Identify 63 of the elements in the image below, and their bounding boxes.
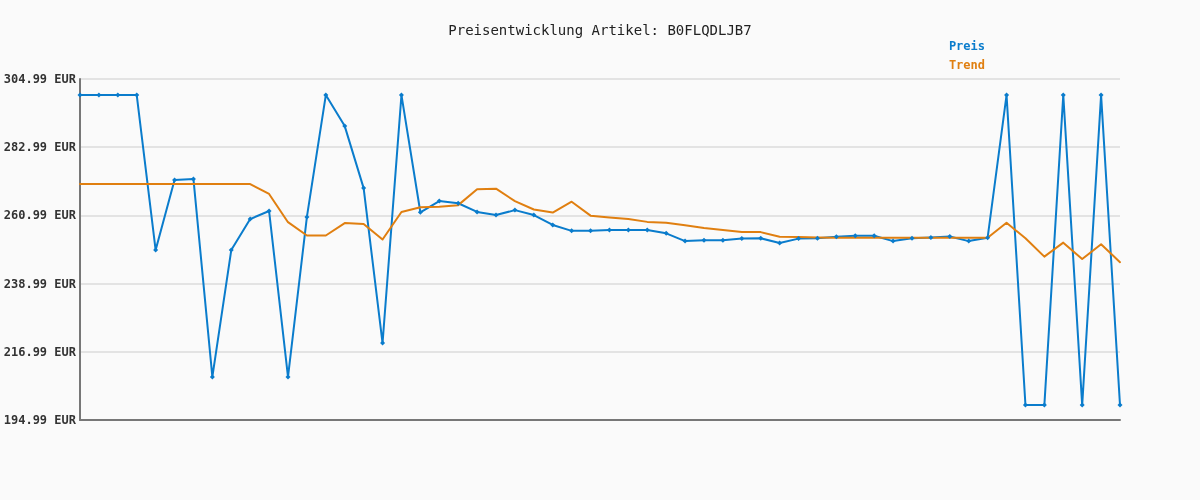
point bbox=[606, 227, 612, 233]
point bbox=[985, 235, 991, 241]
point bbox=[266, 208, 272, 214]
point bbox=[1022, 402, 1028, 408]
point bbox=[871, 233, 877, 239]
point bbox=[228, 247, 234, 253]
point bbox=[644, 227, 650, 233]
point bbox=[304, 214, 310, 220]
point bbox=[720, 237, 726, 243]
point bbox=[512, 207, 518, 213]
point bbox=[550, 222, 556, 228]
point bbox=[417, 209, 423, 215]
y-tick-label: 282.99 EUR bbox=[3, 140, 77, 155]
chart-title: Preisentwicklung Artikel: B0FLQDLJB7 bbox=[448, 22, 752, 38]
y-tick-label: 216.99 EUR bbox=[3, 344, 77, 359]
point bbox=[1098, 92, 1104, 98]
point bbox=[739, 236, 745, 242]
point bbox=[190, 176, 196, 182]
point bbox=[134, 92, 140, 98]
point bbox=[758, 235, 764, 241]
point bbox=[663, 230, 669, 236]
point bbox=[361, 185, 367, 191]
point bbox=[96, 92, 102, 98]
point bbox=[285, 374, 291, 380]
point bbox=[323, 92, 329, 98]
point bbox=[833, 234, 839, 240]
point bbox=[77, 92, 83, 98]
point bbox=[909, 235, 915, 241]
point bbox=[1004, 92, 1010, 98]
point bbox=[796, 236, 802, 242]
point bbox=[682, 238, 688, 244]
point bbox=[455, 200, 461, 206]
point bbox=[153, 247, 159, 253]
point bbox=[588, 228, 594, 234]
text: Trend bbox=[948, 58, 985, 72]
point bbox=[1117, 402, 1123, 408]
point bbox=[966, 238, 972, 244]
point bbox=[398, 92, 404, 98]
point bbox=[247, 216, 253, 222]
point bbox=[172, 177, 178, 183]
point bbox=[890, 238, 896, 244]
y-tick-label: 304.99 EUR bbox=[3, 72, 77, 86]
text: Preis bbox=[948, 39, 985, 53]
point bbox=[701, 237, 707, 243]
point bbox=[1060, 92, 1066, 98]
point bbox=[852, 233, 858, 239]
point bbox=[814, 235, 820, 241]
point bbox=[342, 123, 348, 129]
point bbox=[531, 212, 537, 218]
y-tick-label: 260.99 EUR bbox=[3, 208, 77, 223]
point bbox=[777, 240, 783, 246]
point bbox=[493, 212, 499, 218]
point bbox=[474, 209, 480, 215]
point bbox=[209, 374, 215, 380]
point bbox=[115, 92, 121, 98]
point bbox=[380, 340, 386, 346]
y-tick-label: 238.99 EUR bbox=[3, 276, 77, 291]
point bbox=[436, 198, 442, 204]
y-tick-label: 194.99 EUR bbox=[3, 413, 77, 427]
point bbox=[569, 228, 575, 234]
point bbox=[1079, 402, 1085, 408]
point bbox=[928, 234, 934, 240]
point bbox=[947, 233, 953, 239]
